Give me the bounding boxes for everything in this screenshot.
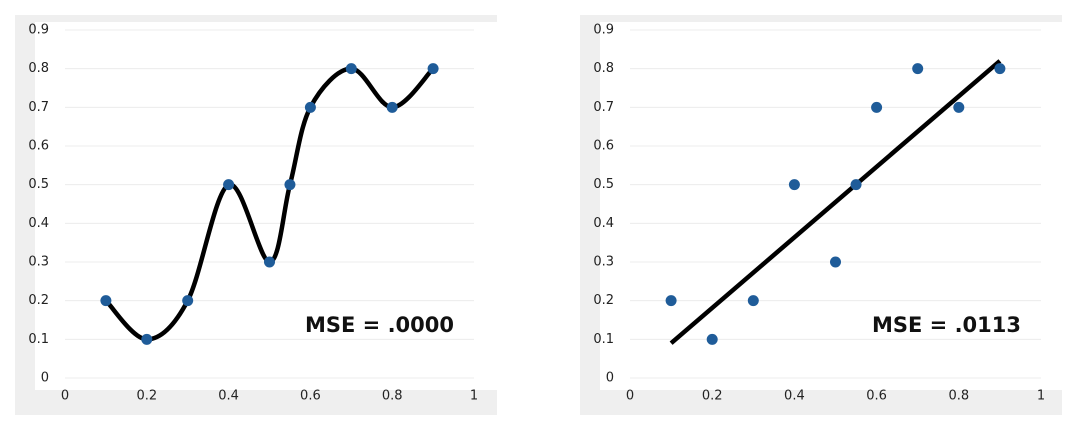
x-tick-label: 0.6 [866, 389, 887, 404]
y-tick-label: 0.7 [28, 100, 49, 115]
y-tick-label: 0 [606, 371, 614, 386]
y-tick-label: 0.1 [593, 332, 614, 347]
data-point [912, 63, 924, 75]
data-point [284, 179, 296, 191]
y-tick-label: 0.6 [593, 139, 614, 154]
y-tick-label: 0.2 [28, 293, 49, 308]
y-tick-label: 0.7 [593, 100, 614, 115]
y-tick-label: 0.5 [593, 177, 614, 192]
x-tick-label: 1 [1037, 389, 1045, 404]
x-tick-label: 0 [61, 389, 69, 404]
x-tick-label: 0.8 [382, 389, 403, 404]
y-tick-label: 0.2 [593, 293, 614, 308]
data-point [665, 295, 677, 307]
y-tick-label: 0.3 [593, 255, 614, 270]
data-point [830, 256, 841, 268]
y-tick-label: 0.5 [28, 177, 49, 192]
y-tick-label: 0.8 [28, 61, 49, 76]
data-point [953, 101, 965, 113]
data-point [706, 333, 718, 345]
fit-curve [104, 66, 435, 342]
data-point [747, 295, 759, 307]
x-tick-label: 0 [626, 389, 634, 404]
y-tick-label: 0.1 [28, 332, 49, 347]
annotation: MSE = .0113 [872, 313, 1021, 337]
data-point [100, 295, 112, 307]
x-tick-label: 0.2 [702, 389, 723, 404]
y-tick-label: 0.4 [28, 216, 49, 231]
x-tick-label: 0.4 [218, 389, 239, 404]
x-tick-label: 1 [470, 389, 478, 404]
data-point [871, 101, 883, 113]
data-point [994, 63, 1006, 75]
data-point [141, 333, 153, 345]
y-tick-label: 0.9 [28, 23, 49, 38]
y-tick-label: 0.8 [593, 61, 614, 76]
y-tick-label: 0.4 [593, 216, 614, 231]
y-tick-label: 0.9 [593, 23, 614, 38]
data-point [304, 101, 316, 113]
data-point [182, 295, 194, 307]
data-point [788, 179, 800, 191]
data-point [223, 179, 235, 191]
data-point [345, 63, 357, 75]
annotation: MSE = .0000 [305, 313, 454, 337]
x-tick-label: 0.4 [784, 389, 805, 404]
y-tick-label: 0 [41, 371, 49, 386]
x-tick-label: 0.2 [136, 389, 157, 404]
y-tick-label: 0.3 [28, 255, 49, 270]
x-tick-label: 0.8 [948, 389, 969, 404]
data-point [427, 63, 439, 75]
fit-line [669, 59, 1002, 345]
y-tick-label: 0.6 [28, 139, 49, 154]
x-tick-label: 0.6 [300, 389, 321, 404]
data-point [850, 179, 862, 191]
data-point [386, 101, 398, 113]
data-point [264, 256, 275, 268]
